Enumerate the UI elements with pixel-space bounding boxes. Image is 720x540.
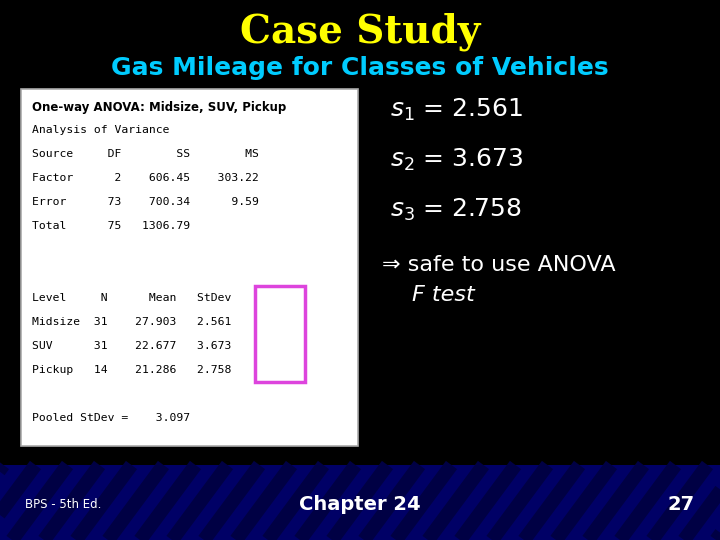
- Text: Source     DF        SS        MS: Source DF SS MS: [32, 149, 259, 159]
- Text: Error      73    700.34      9.59: Error 73 700.34 9.59: [32, 197, 259, 207]
- Text: BPS - 5th Ed.: BPS - 5th Ed.: [25, 498, 102, 511]
- Bar: [0, 465, 720, 540]
- Text: Gas Mileage for Classes of Vehicles: Gas Mileage for Classes of Vehicles: [111, 56, 609, 80]
- Text: Factor      2    606.45    303.22: Factor 2 606.45 303.22: [32, 173, 259, 183]
- Text: ⇒ safe to use ANOVA: ⇒ safe to use ANOVA: [382, 255, 616, 275]
- Text: Level     N      Mean   StDev: Level N Mean StDev: [32, 293, 231, 303]
- Text: Total      75   1306.79: Total 75 1306.79: [32, 221, 190, 231]
- Text: Case Study: Case Study: [240, 13, 480, 51]
- Text: Pickup   14    21.286   2.758: Pickup 14 21.286 2.758: [32, 365, 231, 375]
- Text: 27: 27: [668, 496, 695, 515]
- Text: $s_{2}$ = 3.673: $s_{2}$ = 3.673: [390, 147, 523, 173]
- FancyBboxPatch shape: [21, 89, 358, 446]
- Text: One-way ANOVA: Midsize, SUV, Pickup: One-way ANOVA: Midsize, SUV, Pickup: [32, 102, 287, 114]
- Text: Chapter 24: Chapter 24: [300, 496, 420, 515]
- Text: F test: F test: [412, 285, 474, 305]
- Text: Pooled StDev =    3.097: Pooled StDev = 3.097: [32, 413, 190, 423]
- Text: $s_{3}$ = 2.758: $s_{3}$ = 2.758: [390, 197, 521, 223]
- Text: Midsize  31    27.903   2.561: Midsize 31 27.903 2.561: [32, 317, 231, 327]
- Text: Analysis of Variance: Analysis of Variance: [32, 125, 169, 135]
- Text: $s_{1}$ = 2.561: $s_{1}$ = 2.561: [390, 97, 523, 123]
- Text: SUV      31    22.677   3.673: SUV 31 22.677 3.673: [32, 341, 231, 351]
